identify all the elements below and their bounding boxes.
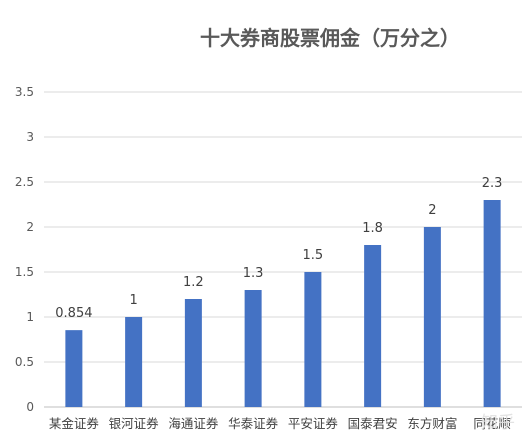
y-tick-label: 0.5 — [15, 355, 34, 369]
data-label: 1.5 — [303, 248, 324, 263]
x-category-label: 某金证券 — [49, 416, 100, 431]
data-label: 1.8 — [362, 221, 383, 236]
bar — [244, 290, 262, 407]
x-category-label: 东方财富 — [407, 416, 457, 431]
y-tick-label: 2 — [26, 220, 34, 234]
data-label: 1.2 — [183, 275, 204, 290]
x-category-label: 国泰君安 — [348, 416, 398, 431]
x-category-label: 银河证券 — [109, 416, 160, 431]
y-tick-label: 1.5 — [15, 265, 34, 279]
x-category-label: 同花顺 — [473, 416, 511, 431]
data-label: 1.3 — [243, 266, 264, 281]
bar — [364, 245, 382, 407]
y-tick-label: 3.5 — [15, 85, 34, 99]
chart-title: 十大券商股票佣金（万分之） — [200, 26, 460, 50]
x-axis-categories: 某金证券 银河证券 海通证券 华泰证券 平安证券 国泰君安 东方财富 同花顺 — [49, 416, 511, 431]
y-tick-label: 1 — [26, 310, 34, 324]
bar — [423, 227, 441, 407]
bar — [65, 330, 83, 407]
x-category-label: 海通证券 — [168, 416, 219, 431]
gridlines — [44, 91, 522, 408]
x-category-label: 华泰证券 — [228, 416, 279, 431]
x-category-label: 平安证券 — [288, 416, 339, 431]
data-label: 0.854 — [55, 306, 92, 321]
y-tick-label: 2.5 — [15, 175, 34, 189]
y-axis-ticks: 0 0.5 1 1.5 2 2.5 3 3.5 — [15, 85, 34, 414]
data-labels: 0.854 1 1.2 1.3 1.5 1.8 2 2.3 — [55, 176, 502, 321]
data-label: 1 — [129, 293, 137, 308]
bar — [483, 200, 501, 407]
bars — [65, 200, 501, 407]
y-tick-label: 0 — [26, 400, 34, 414]
data-label: 2.3 — [482, 176, 503, 191]
y-tick-label: 3 — [26, 130, 34, 144]
bar — [125, 317, 143, 407]
bar — [304, 272, 322, 407]
data-label: 2 — [428, 203, 436, 218]
bar — [184, 299, 202, 407]
watermark-text: 知乎 — [481, 413, 515, 433]
